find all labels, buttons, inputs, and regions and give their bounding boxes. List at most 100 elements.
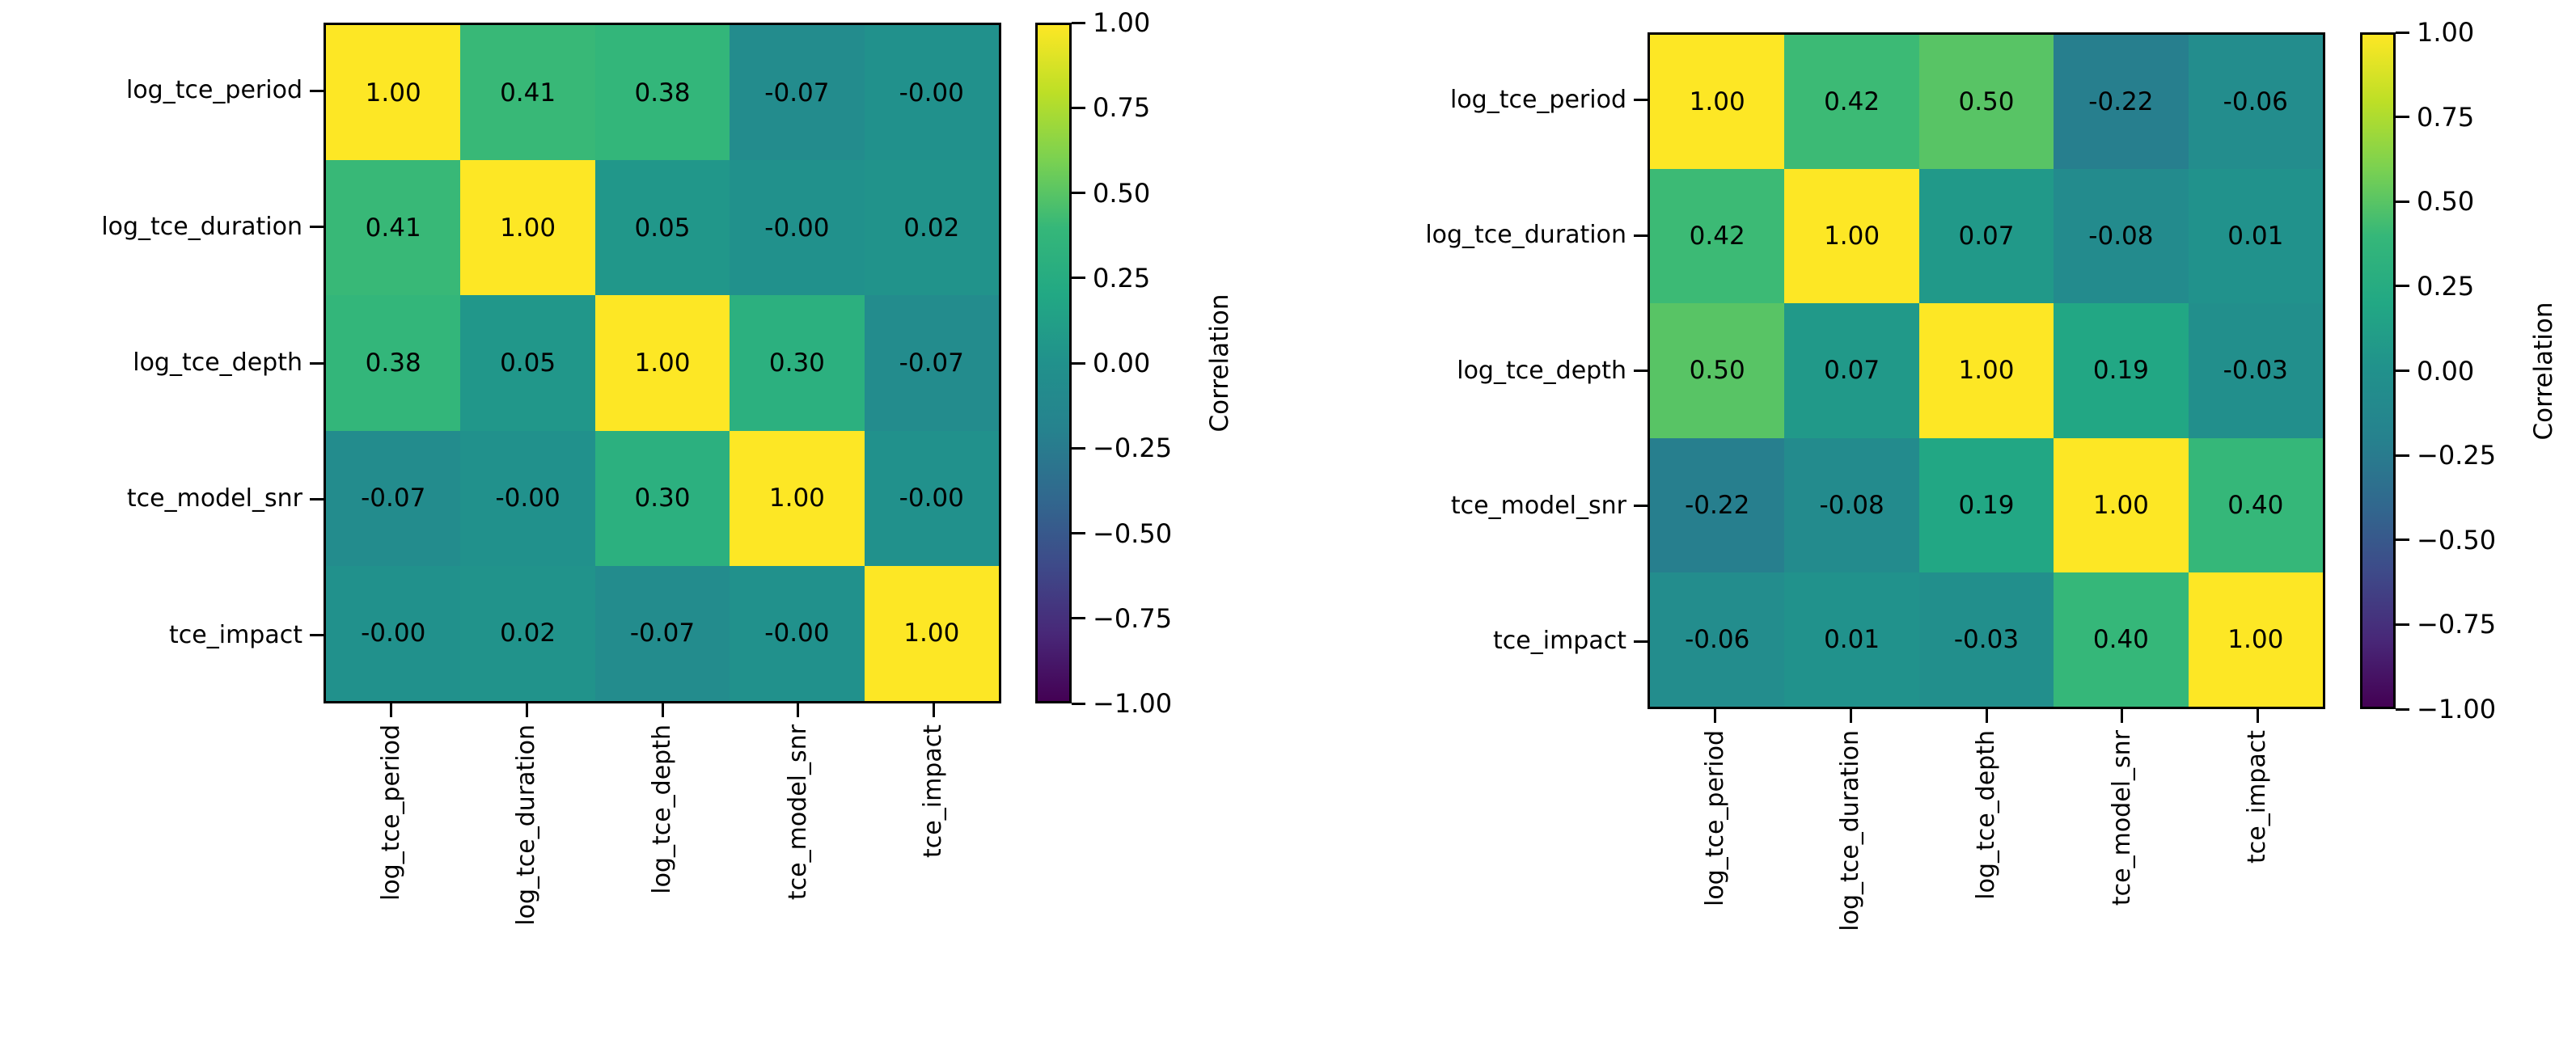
- heatmap-cell: 0.02: [460, 565, 595, 701]
- colorbar-tick-label: −1.00: [1093, 688, 1173, 719]
- x-tick: [661, 703, 664, 717]
- colorbar-tick: [1072, 361, 1085, 365]
- x-tick-label: tce_impact: [919, 724, 948, 858]
- y-tick-label: tce_model_snr: [1450, 491, 1626, 520]
- y-tick: [1634, 99, 1648, 102]
- colorbar-tick-label: 0.00: [2417, 355, 2475, 386]
- x-tick: [1849, 709, 1852, 723]
- cell-value: -0.00: [899, 78, 964, 108]
- cell-value: -0.00: [361, 619, 426, 648]
- colorbar-tick: [1072, 532, 1085, 534]
- colorbar: [2360, 32, 2396, 709]
- cell-value: 0.07: [1824, 356, 1880, 386]
- heatmap-cell: -0.07: [730, 25, 865, 161]
- cell-value: 1.00: [1824, 222, 1880, 251]
- y-tick-label: log_tce_depth: [133, 348, 302, 377]
- heatmap-cell: -0.08: [1784, 437, 1919, 572]
- cell-value: 0.19: [2092, 356, 2149, 386]
- colorbar: [1035, 23, 1072, 703]
- heatmap-cell: 0.05: [594, 160, 730, 296]
- y-tick: [1634, 234, 1648, 237]
- colorbar-tick: [2396, 200, 2409, 203]
- colorbar-tick: [1072, 277, 1085, 280]
- x-tick: [797, 703, 800, 717]
- colorbar-tick: [2396, 454, 2409, 457]
- cell-value: 0.07: [1958, 222, 2015, 251]
- cell-value: -0.07: [899, 348, 964, 378]
- y-tick-label: tce_model_snr: [126, 484, 302, 513]
- cell-value: 0.19: [1958, 490, 2015, 520]
- cell-value: 1.00: [500, 213, 556, 243]
- heatmap-cell: 0.40: [2054, 572, 2189, 707]
- x-tick: [932, 703, 935, 717]
- cell-value: 0.40: [2227, 490, 2284, 520]
- colorbar-tick: [1072, 617, 1085, 620]
- y-tick-label: tce_impact: [1493, 627, 1626, 656]
- heatmap-cell: 0.38: [594, 25, 730, 161]
- heatmap-cell: -0.07: [864, 295, 999, 431]
- cell-value: 1.00: [2227, 624, 2284, 654]
- heatmap-cell: 1.00: [1918, 303, 2054, 438]
- y-tick-label: log_tce_period: [1449, 85, 1626, 114]
- heatmap-cell: -0.07: [594, 565, 730, 701]
- cell-value: -0.08: [2088, 222, 2154, 251]
- x-tick-label: log_tce_depth: [648, 724, 676, 894]
- colorbar-tick-label: −0.50: [2417, 524, 2497, 555]
- colorbar-title: Correlation: [2529, 302, 2558, 440]
- heatmap-cell: 0.50: [1918, 35, 2054, 170]
- heatmap-cell: 0.30: [730, 295, 865, 431]
- cell-value: 0.41: [365, 213, 421, 243]
- colorbar-tick: [2396, 31, 2409, 34]
- cell-value: -0.00: [764, 213, 830, 243]
- x-tick: [1714, 709, 1717, 723]
- cell-value: -0.06: [1685, 624, 1750, 654]
- colorbar-tick: [2396, 370, 2409, 372]
- heatmap-cell: 1.00: [864, 565, 999, 701]
- heatmap-cell: -0.08: [2054, 169, 2189, 304]
- x-tick: [2121, 709, 2124, 723]
- colorbar-tick: [1072, 702, 1085, 705]
- cell-value: 1.00: [2092, 490, 2149, 520]
- heatmap-cell: 0.19: [1918, 437, 2054, 572]
- heatmap-cell: 1.00: [594, 295, 730, 431]
- colorbar-tick-label: 0.00: [1093, 348, 1151, 378]
- colorbar-tick: [2396, 539, 2409, 542]
- x-tick-label: tce_model_snr: [783, 724, 812, 901]
- cell-value: 1.00: [365, 78, 421, 108]
- cell-value: -0.07: [361, 484, 426, 513]
- y-tick: [1634, 640, 1648, 643]
- y-tick: [1634, 370, 1648, 372]
- cell-value: 0.50: [1689, 356, 1745, 386]
- cell-value: 0.30: [634, 484, 691, 513]
- heatmap-cell: 0.40: [2188, 437, 2323, 572]
- heatmap-cell: 1.00: [326, 25, 461, 161]
- cell-value: -0.22: [1685, 490, 1750, 520]
- heatmap-cell: 1.00: [2054, 437, 2189, 572]
- heatmap-cell: 1.00: [1650, 35, 1785, 170]
- heatmap-cell: 1.00: [1784, 169, 1919, 304]
- y-tick-label: tce_impact: [169, 620, 302, 649]
- heatmap-cell: -0.22: [1650, 437, 1785, 572]
- cell-value: -0.00: [764, 619, 830, 648]
- axes: 1.00 0.42 0.50 -0.22 -0.06 0.42 1.00 0.07 -0.08 0…: [1648, 32, 2325, 709]
- y-tick: [310, 497, 324, 500]
- heatmap-cell: 0.38: [326, 295, 461, 431]
- heatmap-cell: -0.00: [864, 25, 999, 161]
- cell-value: 1.00: [1689, 87, 1745, 117]
- heatmap-cell: -0.07: [326, 430, 461, 566]
- y-tick: [310, 361, 324, 365]
- colorbar-tick: [1072, 192, 1085, 194]
- heatmap-cell: 0.07: [1784, 303, 1919, 438]
- cell-value: 0.02: [903, 213, 960, 243]
- colorbar-tick: [1072, 106, 1085, 109]
- heatmap-cell: 1.00: [2188, 572, 2323, 707]
- cell-value: -0.08: [1819, 490, 1884, 520]
- cell-value: 0.02: [500, 619, 556, 648]
- colorbar-tick: [2396, 623, 2409, 626]
- colorbar-tick-label: 0.50: [1093, 177, 1151, 209]
- cell-value: -0.07: [629, 619, 696, 648]
- x-tick-label: log_tce_period: [376, 724, 405, 902]
- colorbar-tick-label: −0.75: [1093, 602, 1173, 634]
- y-tick: [310, 634, 324, 637]
- heatmap-cell: -0.00: [460, 430, 595, 566]
